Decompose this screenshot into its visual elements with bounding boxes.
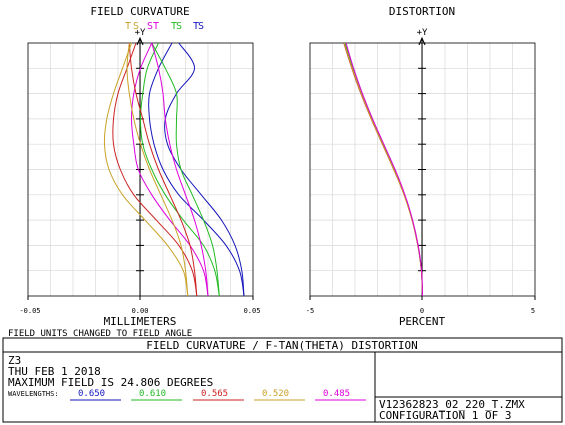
series-mark-label: S [176,21,182,32]
field-curvature-curve [128,42,198,297]
field-curvature-curve [151,42,209,297]
distortion-curve [345,42,423,297]
wavelength-value: 0.485 [323,389,350,399]
series-mark-label: S [147,21,153,32]
wavelength-legend: 0.650 0.610 0.565 0.520 0.485 [70,389,366,401]
date-label: THU FEB 1 2018 [8,365,101,378]
series-mark-label: S [198,21,204,32]
right-tick-max: 5 [531,307,535,315]
right-tick-min: -5 [306,307,314,315]
series-mark-label: S [133,21,139,32]
left-curves [103,42,245,297]
file-name: V12362823_02_220_T.ZMX [379,398,525,411]
field-curvature-title: FIELD CURVATURE [90,5,189,18]
series-mark-label: T [153,21,159,32]
left-axis-marker: +Y [135,28,146,38]
wavelength-value: 0.520 [262,389,289,399]
wavelength-value: 0.565 [201,389,228,399]
field-units-note: FIELD UNITS CHANGED TO FIELD ANGLE [8,329,192,339]
left-tick-min: -0.05 [19,307,40,315]
field-curvature-curve [126,42,189,297]
field-curvature-curve [103,42,189,297]
wavelength-value: 0.610 [139,389,166,399]
wavelengths-label: WAVELENGTHS: [8,390,59,398]
series-marks: T S S T TS TS [125,21,204,32]
right-grid [309,36,536,300]
wavelength-value: 0.650 [78,389,105,399]
series-mark-label: T [171,21,177,32]
left-x-label: MILLIMETERS [104,315,177,328]
left-tick-zero: 0.00 [132,307,149,315]
field-curvature-curve [112,42,198,297]
left-tick-max: 0.05 [244,307,261,315]
series-mark-label: T [193,21,199,32]
right-curves [343,42,423,297]
zone-label: Z3 [8,354,21,367]
left-grid [27,36,254,300]
distortion-title: DISTORTION [389,5,455,18]
max-field-label: MAXIMUM FIELD IS 24.806 DEGREES [8,376,213,389]
right-tick-zero: 0 [420,307,424,315]
series-mark-label: T [125,21,131,32]
field-curvature-curve [139,42,220,297]
right-x-label: PERCENT [399,315,446,328]
field-curvature-curve [148,42,245,297]
analysis-title: FIELD CURVATURE / F-TAN(THETA) DISTORTIO… [146,339,418,352]
field-curvature-curve [151,42,220,297]
configuration-label: CONFIGURATION 1 OF 3 [379,409,511,422]
title-block-frame [2,337,563,423]
right-axis-marker: +Y [417,28,428,38]
field-curvature-curve [130,42,209,297]
left-plot-frame [27,42,254,297]
